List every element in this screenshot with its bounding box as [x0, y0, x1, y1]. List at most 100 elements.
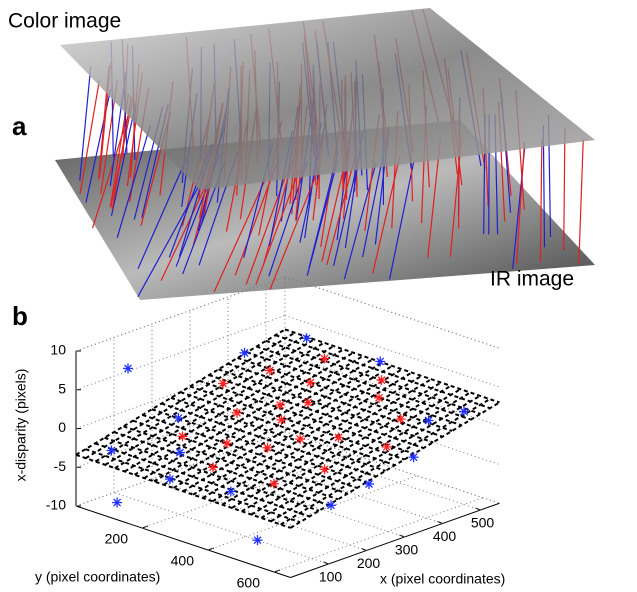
point-stroke — [320, 354, 329, 363]
data-point — [268, 478, 279, 489]
match-line — [79, 79, 100, 194]
plane-mesh — [104, 436, 320, 512]
grid-line — [284, 392, 500, 465]
data-point — [326, 500, 336, 511]
plane-mesh — [227, 362, 443, 438]
plane-mesh — [284, 328, 500, 404]
y-axis — [75, 505, 291, 578]
grid-line — [75, 315, 286, 391]
match-line — [116, 125, 151, 239]
bottom-label: IR image — [490, 268, 574, 291]
grid-line — [273, 497, 484, 573]
point-stroke — [396, 415, 405, 424]
point-stroke — [113, 498, 122, 507]
plane-mesh — [246, 351, 462, 427]
y-tick — [207, 547, 215, 551]
match-line — [515, 141, 526, 264]
data-point — [262, 442, 273, 453]
point-stroke — [240, 348, 249, 357]
data-point — [252, 535, 263, 546]
z-axis-label: x-disparity (pixels) — [13, 369, 29, 482]
match-line — [213, 179, 266, 293]
plane-mesh — [211, 375, 423, 503]
grid-line — [75, 276, 286, 352]
point-stroke — [209, 463, 217, 472]
point-stroke — [263, 443, 272, 452]
grid-line — [189, 465, 405, 538]
plane-mesh — [250, 388, 462, 516]
x-axis-label: x (pixel coordinates) — [380, 571, 505, 587]
data-point — [112, 497, 123, 508]
y-tick-label: 200 — [105, 531, 129, 547]
x-tick-label: 300 — [395, 542, 419, 558]
point-stroke — [174, 414, 183, 423]
data-point — [381, 441, 392, 452]
y-tick-label: 600 — [237, 575, 261, 591]
data-point — [123, 363, 133, 374]
match-line — [563, 127, 566, 251]
point-stroke — [327, 501, 335, 510]
match-line — [110, 102, 137, 217]
match-line — [578, 138, 584, 264]
plane-mesh — [94, 335, 306, 463]
data-point — [175, 447, 185, 458]
match-line — [137, 156, 188, 269]
data-point — [264, 365, 275, 376]
plane-mesh — [270, 394, 481, 523]
point-stroke — [233, 408, 241, 417]
plane-mesh — [280, 398, 491, 526]
plane-mesh — [208, 374, 424, 450]
point-stroke — [424, 416, 433, 425]
data-point — [319, 464, 330, 475]
data-point — [173, 413, 184, 424]
data-point — [164, 474, 175, 485]
match-line — [79, 66, 92, 181]
grid-line — [284, 276, 500, 349]
plane-mesh — [172, 361, 384, 489]
data-point — [408, 452, 419, 463]
x-tick-label: 400 — [433, 528, 457, 544]
match-line — [269, 174, 317, 290]
plane-mesh — [202, 371, 413, 499]
x-tick-label: 500 — [471, 515, 495, 531]
match-line — [91, 115, 129, 229]
point-stroke — [176, 448, 184, 457]
plane-mesh — [170, 396, 386, 472]
data-point — [301, 333, 312, 344]
panel-label: b — [12, 301, 28, 331]
plane-mesh — [75, 453, 291, 529]
panel-a: Color image a IR image — [8, 8, 595, 300]
z-tick-label: -10 — [46, 497, 66, 513]
grid-line — [284, 431, 500, 504]
top-label: Color image — [8, 10, 121, 33]
point-stroke — [409, 453, 418, 462]
point-stroke — [302, 334, 311, 343]
point-stroke — [107, 446, 116, 455]
z-tick-label: 0 — [58, 419, 66, 435]
y-tick — [141, 525, 149, 529]
point-stroke — [124, 364, 132, 373]
match-line — [539, 138, 543, 262]
data-point — [239, 347, 250, 358]
grid-line — [227, 451, 443, 524]
data-point — [275, 400, 286, 411]
grid-line — [75, 431, 286, 507]
match-line — [268, 161, 308, 277]
plane-mesh — [289, 401, 501, 529]
z-tick-label: 10 — [50, 342, 66, 358]
point-stroke — [460, 407, 468, 416]
data-point — [177, 431, 188, 442]
point-stroke — [253, 536, 262, 545]
data-point — [232, 407, 242, 418]
plane-mesh — [153, 355, 364, 483]
grid-line — [75, 353, 286, 429]
point-stroke — [226, 487, 235, 496]
point-stroke — [375, 393, 383, 402]
data-point — [319, 353, 330, 364]
data-point — [208, 462, 218, 473]
data-point — [305, 377, 316, 388]
plane-mesh — [260, 391, 471, 519]
match-line — [372, 155, 401, 274]
plane-mesh — [85, 448, 301, 524]
point-stroke — [276, 401, 285, 410]
